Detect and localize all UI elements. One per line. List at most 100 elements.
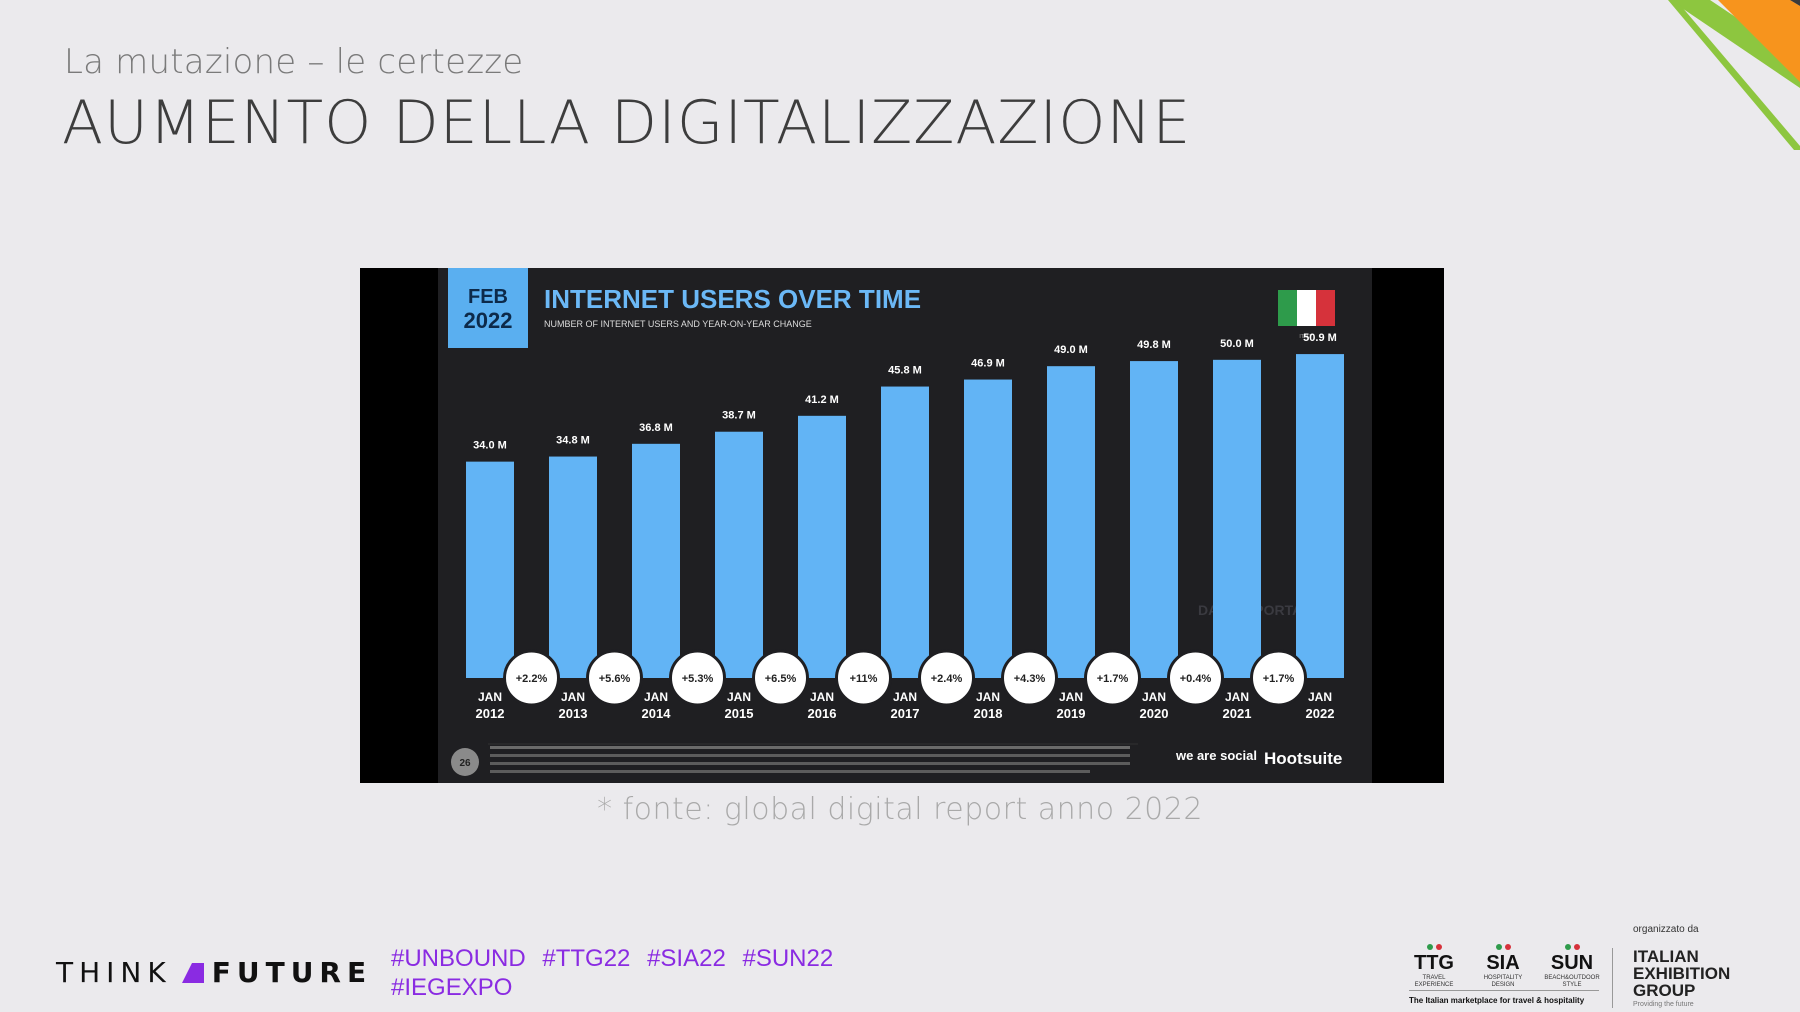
bar-value-label: 36.8 M xyxy=(639,422,673,434)
x-tick-year: 2014 xyxy=(642,706,672,721)
x-tick-year: 2018 xyxy=(974,706,1003,721)
hashtag[interactable]: #SIA22 xyxy=(647,945,726,972)
x-tick-year: 2021 xyxy=(1223,706,1252,721)
hashtag[interactable]: #IEGEXPO xyxy=(391,974,513,1001)
brand-sub: BEACH&OUTDOOR STYLE xyxy=(1544,975,1600,988)
yoy-change-bubble xyxy=(669,649,726,707)
hashtag[interactable]: #UNBOUND xyxy=(391,945,526,972)
date-badge-month: FEB xyxy=(468,286,508,308)
yoy-change-label: +1.7% xyxy=(1263,673,1295,685)
yoy-change-bubble xyxy=(1084,649,1141,707)
yoy-change-bubble xyxy=(918,649,975,707)
yoy-change-bubble xyxy=(1001,649,1058,707)
page-number: 26 xyxy=(459,758,471,769)
source-note: * fonte: global digital report anno 2022 xyxy=(597,792,1203,827)
x-tick-month: JAN xyxy=(644,690,668,704)
bar xyxy=(964,379,1012,678)
ieg-word: EXHIBITION xyxy=(1633,964,1731,983)
yoy-change-label: +2.2% xyxy=(516,673,548,685)
page-number-badge xyxy=(451,748,479,776)
bar xyxy=(549,456,597,678)
brand-dots-icon xyxy=(1478,944,1528,952)
x-tick-year: 2015 xyxy=(725,706,754,721)
x-tick-month: JAN xyxy=(478,690,502,704)
x-tick-month: JAN xyxy=(1225,690,1249,704)
bar-value-label: 45.8 M xyxy=(888,365,922,377)
hashtag[interactable]: #TTG22 xyxy=(542,945,631,972)
logo-future: FUTURE xyxy=(211,956,373,989)
x-tick-month: JAN xyxy=(727,690,751,704)
yoy-change-bubble xyxy=(586,649,643,707)
internet-users-chart: FEB 2022 INTERNET USERS OVER TIME NUMBER… xyxy=(448,268,1344,776)
yoy-change-label: +2.4% xyxy=(931,673,963,685)
brand-name: SUN xyxy=(1550,952,1594,974)
slide-subtitle: La mutazione – le certezze xyxy=(64,42,524,82)
yoy-change-label: +0.4% xyxy=(1180,673,1212,685)
x-tick-year: 2020 xyxy=(1140,706,1169,721)
bar-value-label: 50.0 M xyxy=(1220,338,1254,350)
bar xyxy=(632,443,680,678)
yoy-change-bubble xyxy=(752,649,809,707)
ieg-word: GROUP xyxy=(1633,981,1696,1000)
yoy-change-label: +4.3% xyxy=(1014,673,1046,685)
logo-ramp-icon xyxy=(181,962,204,983)
bar xyxy=(1130,361,1178,678)
x-tick-month: JAN xyxy=(893,690,917,704)
sources-fineprint xyxy=(490,746,1130,773)
brand-dots-icon xyxy=(1409,944,1459,952)
x-tick-year: 2016 xyxy=(808,706,837,721)
bar xyxy=(881,386,929,678)
chart-subheading: NUMBER OF INTERNET USERS AND YEAR-ON-YEA… xyxy=(544,319,812,329)
bar xyxy=(466,461,514,678)
organizer-label: organizzato da xyxy=(1633,924,1699,935)
brand-ttg: TTG TRAVEL EXPERIENCE xyxy=(1409,944,1459,989)
x-tick-year: 2012 xyxy=(476,706,505,721)
organizer-tagline: Providing the future xyxy=(1633,1001,1694,1008)
chart-panel: FEB 2022 INTERNET USERS OVER TIME NUMBER… xyxy=(438,268,1372,783)
bar-value-label: 49.0 M xyxy=(1054,344,1088,356)
bar-value-label: 46.9 M xyxy=(971,358,1005,370)
bar xyxy=(798,415,846,678)
x-tick-year: 2019 xyxy=(1057,706,1086,721)
chart-heading: INTERNET USERS OVER TIME xyxy=(544,284,921,314)
yoy-change-bubble xyxy=(1167,649,1224,707)
yoy-change-label: +1.7% xyxy=(1097,673,1129,685)
bar-value-label: 38.7 M xyxy=(722,410,756,422)
brand-sub: TRAVEL EXPERIENCE xyxy=(1414,975,1454,988)
logo-think: THINK xyxy=(56,956,172,989)
x-tick-month: JAN xyxy=(810,690,834,704)
x-tick-month: JAN xyxy=(976,690,1000,704)
brand-name: SIA xyxy=(1486,952,1520,974)
flag-label: ITALY xyxy=(1299,334,1313,340)
brand-divider xyxy=(1409,990,1599,991)
yoy-change-label: +6.5% xyxy=(765,673,797,685)
brand-name: TTG xyxy=(1414,952,1454,974)
brand-logos: TTG TRAVEL EXPERIENCE SIA HOSPITALITY DE… xyxy=(1400,920,1780,1010)
yoy-change-label: +5.6% xyxy=(599,673,631,685)
italy-flag xyxy=(1278,290,1335,326)
bar-value-label: 50.9 M xyxy=(1303,332,1337,344)
think-future-logo: THINK FUTURE xyxy=(56,956,372,989)
x-tick-month: JAN xyxy=(1142,690,1166,704)
ieg-logo: ITALIAN EXHIBITION GROUP xyxy=(1633,948,1730,999)
bar-value-label: 34.8 M xyxy=(556,435,590,447)
x-tick-month: JAN xyxy=(1308,690,1332,704)
bar xyxy=(1296,354,1344,678)
yoy-change-label: +5.3% xyxy=(682,673,714,685)
bar xyxy=(715,431,763,678)
bar-value-label: 49.8 M xyxy=(1137,339,1171,351)
x-tick-month: JAN xyxy=(1059,690,1083,704)
bar-value-label: 41.2 M xyxy=(805,394,839,406)
hashtag[interactable]: #SUN22 xyxy=(742,945,834,972)
bar xyxy=(1047,366,1095,678)
x-tick-year: 2013 xyxy=(559,706,588,721)
x-tick-year: 2022 xyxy=(1306,706,1335,721)
brand-tagline: The Italian marketplace for travel & hos… xyxy=(1409,996,1585,1005)
yoy-change-bubble xyxy=(835,649,892,707)
brand-sun: SUN BEACH&OUTDOOR STYLE xyxy=(1544,944,1600,989)
we-are-social-logo: we are social xyxy=(1175,748,1257,763)
yoy-change-label: +11% xyxy=(850,673,878,685)
yoy-change-bubble xyxy=(1250,649,1307,707)
brand-dots-icon xyxy=(1544,944,1600,952)
brand-sia: SIA HOSPITALITY DESIGN xyxy=(1478,944,1528,989)
